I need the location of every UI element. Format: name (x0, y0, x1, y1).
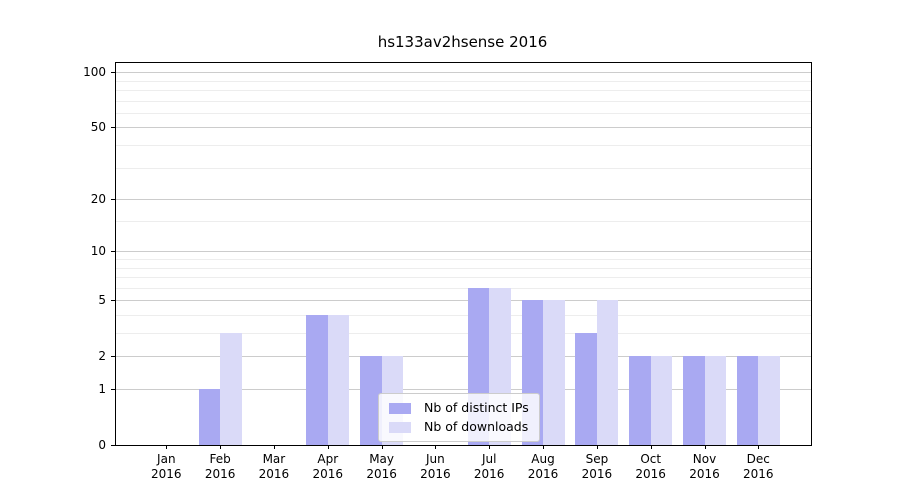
legend-label-distinct-ips: Nb of distinct IPs (424, 400, 529, 415)
bar-distinct-ips (575, 333, 597, 445)
x-tick-label: Jun 2016 (420, 452, 451, 481)
bar-downloads (220, 333, 242, 445)
x-tick-label: Apr 2016 (312, 452, 344, 481)
major-gridline (116, 251, 811, 253)
x-tick-label: Feb 2016 (204, 452, 236, 481)
minor-gridline (116, 112, 811, 114)
x-tick-mark (273, 445, 275, 449)
y-tick-label: 5 (98, 293, 106, 308)
y-tick-label: 50 (90, 120, 106, 135)
y-tick-mark (111, 445, 115, 446)
major-gridline (116, 127, 811, 129)
x-tick-mark (596, 445, 598, 449)
y-tick-mark (111, 199, 115, 200)
minor-gridline (116, 100, 811, 102)
minor-gridline (116, 287, 811, 289)
legend-swatch-distinct-ips-icon (389, 402, 411, 414)
legend-entry-distinct-ips: Nb of distinct IPs (389, 401, 529, 415)
minor-gridline (116, 89, 811, 91)
bar-distinct-ips (198, 389, 221, 445)
major-gridline (116, 389, 811, 390)
x-tick-mark (220, 445, 222, 449)
minor-gridline (116, 277, 811, 278)
y-tick-label: 10 (90, 244, 106, 259)
y-tick-mark (111, 300, 115, 302)
minor-gridline (116, 267, 811, 269)
x-tick-mark (435, 445, 437, 449)
bar-downloads (704, 356, 726, 445)
minor-gridline (116, 80, 811, 82)
y-tick-label: 0 (98, 438, 106, 452)
minor-gridline (116, 333, 811, 334)
y-tick-label: 20 (90, 192, 106, 206)
y-tick-mark (111, 127, 115, 129)
x-tick-label: Aug 2016 (527, 452, 559, 481)
chart-title: hs133av2hsense 2016 (377, 33, 548, 51)
x-tick-label: May 2016 (366, 452, 397, 481)
major-gridline (116, 199, 811, 200)
y-tick-label: 100 (83, 65, 106, 80)
legend-swatch-downloads-icon (389, 421, 411, 433)
bar-distinct-ips (683, 356, 705, 445)
bar-distinct-ips (360, 356, 382, 445)
x-tick-label: Jul 2016 (473, 452, 505, 481)
bar-downloads (596, 300, 619, 445)
x-tick-mark (650, 445, 652, 449)
x-tick-mark (327, 445, 329, 449)
plot-area: 0 1 2 5 10 20 50 100 Jan 2016 Feb 2016 Mar 2016 Apr… (83, 62, 812, 481)
y-tick-mark (111, 356, 115, 358)
x-tick-mark (381, 445, 383, 449)
bar-downloads (650, 356, 673, 445)
x-tick-label: Nov 2016 (689, 452, 720, 481)
x-tick-label: Jan 2016 (151, 452, 182, 481)
bar-distinct-ips (629, 356, 651, 445)
y-tick-label: 2 (98, 349, 106, 364)
x-tick-label: Dec 2016 (743, 452, 774, 481)
bar-downloads (758, 356, 780, 445)
minor-gridline (116, 167, 811, 169)
bar-downloads (327, 314, 350, 445)
major-gridline (116, 72, 811, 74)
bar-downloads (543, 300, 565, 445)
x-tick-label: Mar 2016 (258, 452, 290, 481)
y-tick-mark (111, 72, 115, 74)
major-gridline (116, 300, 811, 302)
legend-label-downloads: Nb of downloads (424, 419, 529, 434)
x-tick-mark (489, 445, 491, 449)
x-tick-label: Oct 2016 (635, 452, 666, 481)
y-tick-mark (111, 251, 115, 253)
minor-gridline (116, 221, 811, 222)
chart-legend: Nb of distinct IPs Nb of downloads (378, 393, 540, 442)
y-tick-mark (111, 389, 115, 390)
major-gridline (116, 356, 811, 358)
minor-gridline (116, 258, 811, 260)
bar-distinct-ips (306, 314, 328, 445)
minor-gridline (116, 144, 811, 146)
bar-distinct-ips (736, 356, 759, 445)
x-tick-mark (166, 445, 168, 449)
x-tick-mark (758, 445, 760, 449)
y-tick-label: 1 (98, 382, 106, 396)
x-tick-mark (543, 445, 544, 449)
minor-gridline (116, 314, 811, 316)
legend-entry-downloads: Nb of downloads (389, 420, 529, 434)
x-tick-mark (704, 445, 706, 449)
x-tick-label: Sep 2016 (581, 452, 613, 481)
